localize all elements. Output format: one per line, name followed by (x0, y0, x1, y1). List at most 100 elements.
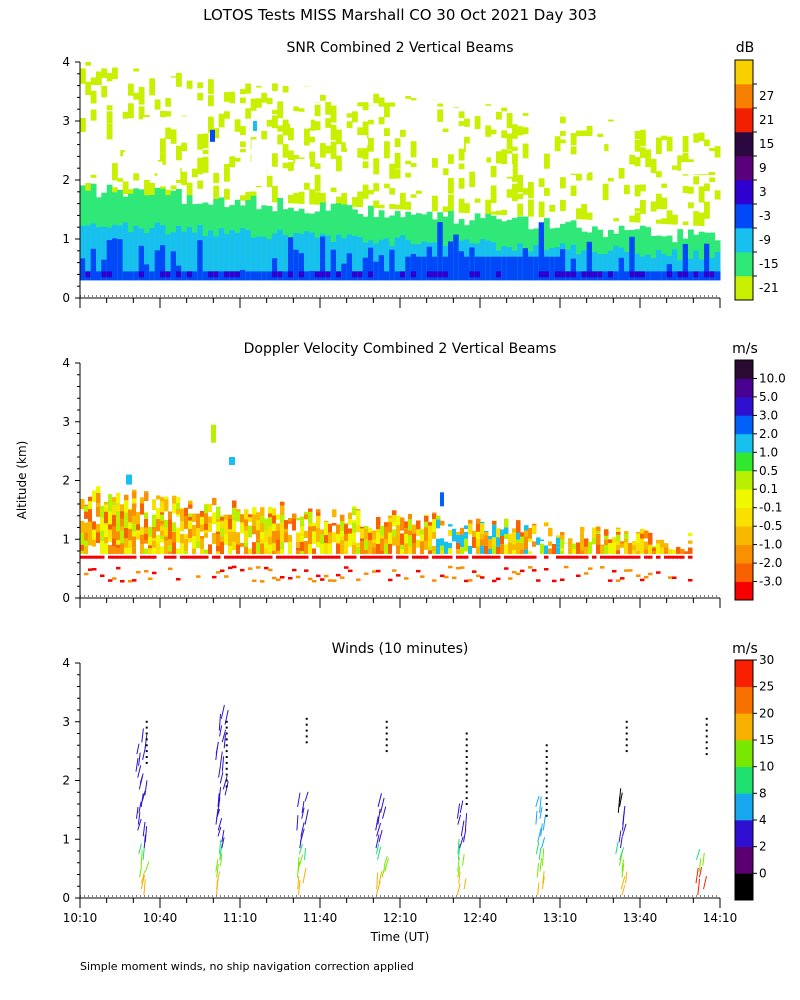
doppler-cell (476, 518, 481, 524)
snr-cell (608, 250, 614, 281)
wind-barb (138, 752, 141, 766)
snr-cell (112, 163, 118, 181)
doppler-cell (108, 545, 113, 554)
wind-missing-dot (545, 767, 548, 770)
wind-barb (695, 867, 699, 884)
snr-cell (565, 271, 572, 278)
doppler-cell (640, 533, 645, 539)
colorbar-label: 8 (759, 786, 767, 800)
wind-barb (375, 816, 379, 831)
snr-cell (325, 118, 332, 128)
doppler-cell (152, 519, 157, 527)
snr-cell (320, 143, 326, 158)
wind-barb (220, 853, 223, 866)
wind-missing-dot (465, 767, 468, 770)
snr-cell (506, 113, 513, 129)
doppler-cell (140, 511, 145, 515)
doppler-cell (388, 521, 393, 533)
snr-cell (576, 208, 582, 220)
snr-panel-title: SNR Combined 2 Vertical Beams (286, 40, 513, 56)
doppler-cell (604, 555, 609, 559)
doppler-cell (488, 539, 493, 549)
doppler-cell (688, 536, 693, 541)
snr-cell (149, 271, 156, 281)
y-tick-label: 0 (62, 891, 70, 905)
doppler-cell (588, 541, 593, 554)
doppler-cell (396, 545, 401, 554)
doppler-cell (196, 555, 201, 559)
wind-missing-dot (545, 791, 548, 794)
doppler-cell (296, 517, 301, 521)
doppler-cell (540, 543, 545, 554)
doppler-cell (124, 512, 129, 521)
snr-cell (229, 229, 236, 281)
doppler-cell (340, 544, 345, 554)
doppler-cell (672, 576, 677, 579)
wind-missing-dot (465, 761, 468, 764)
doppler-cell (188, 555, 193, 559)
snr-gap (251, 139, 272, 164)
snr-cell (709, 177, 716, 182)
doppler-cell (88, 528, 93, 539)
doppler-cell (412, 543, 417, 554)
doppler-cell (252, 542, 257, 554)
doppler-cell (112, 515, 117, 527)
snr-cell (613, 218, 620, 222)
doppler-cell (264, 555, 269, 559)
snr-cell (160, 271, 166, 278)
snr-cell (442, 168, 449, 176)
snr-cell (117, 239, 124, 281)
doppler-cell (176, 514, 181, 517)
wind-missing-dot (145, 756, 148, 758)
doppler-cell (676, 555, 681, 559)
doppler-cell (284, 528, 289, 533)
doppler-cell (616, 541, 621, 545)
snr-cell (442, 271, 449, 278)
snr-heatmap (80, 61, 721, 281)
doppler-cell (672, 549, 677, 554)
doppler-cell (384, 526, 389, 540)
wind-barb (620, 875, 626, 890)
doppler-cell (532, 541, 537, 547)
doppler-cell (500, 536, 505, 545)
doppler-cell (356, 532, 361, 543)
doppler-cell (456, 534, 461, 543)
doppler-cell (300, 555, 305, 559)
snr-cell (229, 91, 236, 104)
snr-cell (709, 232, 716, 281)
snr-cell (704, 139, 710, 147)
doppler-cell (272, 530, 277, 544)
doppler-cell (448, 524, 453, 527)
snr-cell (186, 80, 193, 89)
colorbar-swatch (735, 766, 753, 794)
colorbar-label: 2 (759, 840, 767, 854)
doppler-cell (576, 574, 581, 577)
snr-cell (256, 85, 262, 88)
snr-cell (330, 249, 337, 281)
wind-barb (542, 871, 545, 884)
doppler-cell (140, 527, 145, 535)
doppler-cell (92, 511, 97, 522)
snr-cell (410, 98, 417, 101)
doppler-cell (160, 530, 165, 536)
snr-cell (640, 225, 646, 281)
doppler-cell (440, 574, 445, 578)
doppler-cell (544, 555, 549, 559)
doppler-cell (196, 575, 201, 578)
snr-gap (177, 116, 195, 143)
doppler-cell (484, 531, 489, 532)
snr-cell (485, 199, 492, 215)
doppler-cell (168, 555, 173, 559)
doppler-cell (232, 520, 237, 532)
snr-cell (250, 271, 257, 281)
doppler-cell (608, 539, 613, 543)
snr-cell (512, 217, 518, 281)
doppler-cell (384, 543, 389, 554)
wind-barb (218, 839, 222, 854)
wind-missing-dot (225, 726, 228, 729)
doppler-cell (132, 536, 137, 548)
colorbar-swatch (735, 108, 753, 133)
snr-cell (282, 271, 289, 281)
doppler-cell (492, 537, 497, 546)
